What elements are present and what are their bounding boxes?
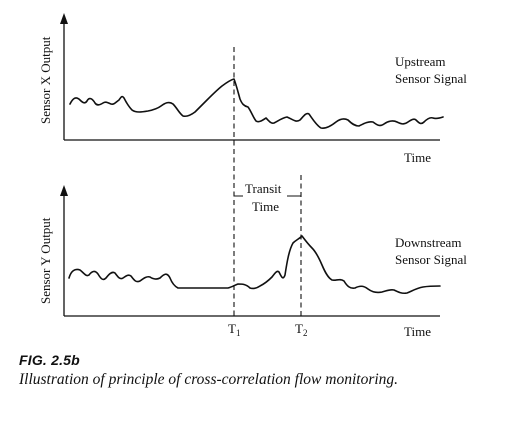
transit-label-line2: Time bbox=[252, 199, 279, 214]
bottom-legend-line2: Sensor Signal bbox=[395, 252, 467, 267]
t2-label: T2 bbox=[295, 321, 307, 338]
figure-label: FIG. 2.5b bbox=[19, 352, 80, 368]
downstream-signal bbox=[68, 235, 441, 295]
bottom-panel: Sensor Y Output Time Downstream Sensor S… bbox=[38, 185, 467, 339]
bottom-x-label: Time bbox=[404, 324, 431, 339]
transit-label-line1: Transit bbox=[245, 181, 282, 196]
bottom-legend-line1: Downstream bbox=[395, 235, 461, 250]
figure-diagram: Sensor X Output Time Upstream Sensor Sig… bbox=[38, 13, 467, 339]
upstream-signal bbox=[69, 78, 444, 129]
top-legend-line1: Upstream bbox=[395, 54, 446, 69]
top-y-arrow bbox=[60, 13, 68, 24]
bottom-y-arrow bbox=[60, 185, 68, 196]
transit-time-annotation: Transit Time bbox=[234, 181, 301, 214]
bottom-y-label: Sensor Y Output bbox=[38, 217, 53, 304]
t1-label: T1 bbox=[228, 321, 240, 338]
figure-caption: Illustration of principle of cross-corre… bbox=[19, 371, 399, 388]
top-y-label: Sensor X Output bbox=[38, 36, 53, 124]
top-panel: Sensor X Output Time Upstream Sensor Sig… bbox=[38, 13, 467, 165]
top-legend-line2: Sensor Signal bbox=[395, 71, 467, 86]
figure-caption-block: FIG. 2.5b Illustration of principle of c… bbox=[19, 352, 499, 389]
top-x-label: Time bbox=[404, 150, 431, 165]
